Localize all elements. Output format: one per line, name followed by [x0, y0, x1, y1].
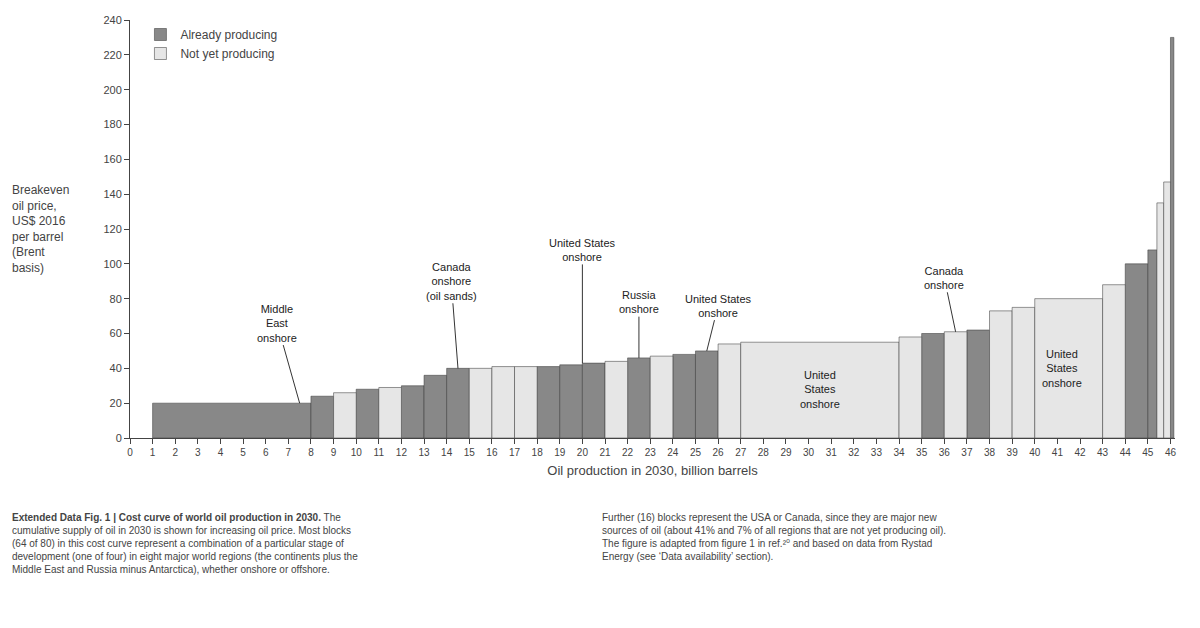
svg-text:80: 80: [110, 293, 122, 305]
svg-text:41: 41: [1052, 447, 1064, 458]
svg-text:24: 24: [667, 447, 679, 458]
svg-text:MiddleEastonshore: MiddleEastonshore: [257, 303, 297, 344]
svg-text:60: 60: [110, 327, 122, 339]
svg-text:Already producing: Already producing: [180, 28, 277, 42]
svg-text:38: 38: [984, 447, 996, 458]
svg-text:21: 21: [599, 447, 611, 458]
svg-text:10: 10: [351, 447, 363, 458]
svg-text:1: 1: [150, 447, 156, 458]
svg-text:Extended Data Fig. 1 | Cost cu: Extended Data Fig. 1 | Cost curve of wor…: [12, 512, 358, 575]
svg-text:42: 42: [1074, 447, 1086, 458]
svg-text:44: 44: [1120, 447, 1132, 458]
svg-text:37: 37: [961, 447, 973, 458]
svg-text:UnitedStatesonshore: UnitedStatesonshore: [800, 369, 840, 410]
svg-text:4: 4: [218, 447, 224, 458]
svg-text:34: 34: [893, 447, 905, 458]
svg-text:35: 35: [916, 447, 928, 458]
svg-text:17: 17: [509, 447, 521, 458]
svg-text:United Statesonshore: United Statesonshore: [685, 293, 752, 319]
svg-text:14: 14: [441, 447, 453, 458]
svg-text:5: 5: [240, 447, 246, 458]
svg-text:0: 0: [116, 432, 122, 444]
svg-text:Canadaonshore: Canadaonshore: [924, 265, 964, 291]
svg-text:3: 3: [195, 447, 201, 458]
svg-text:100: 100: [103, 258, 121, 270]
svg-text:27: 27: [735, 447, 747, 458]
svg-text:22: 22: [622, 447, 634, 458]
svg-text:120: 120: [103, 223, 121, 235]
svg-text:140: 140: [103, 188, 121, 200]
svg-text:7: 7: [286, 447, 292, 458]
svg-text:39: 39: [1007, 447, 1019, 458]
svg-text:2: 2: [172, 447, 178, 458]
svg-text:Breakevenoil price,US$ 2016per: Breakevenoil price,US$ 2016per barrel(Br…: [12, 183, 69, 275]
svg-text:46: 46: [1165, 447, 1177, 458]
svg-text:45: 45: [1142, 447, 1154, 458]
svg-text:180: 180: [103, 118, 121, 130]
svg-text:18: 18: [532, 447, 544, 458]
svg-text:26: 26: [713, 447, 725, 458]
svg-text:Oil production in 2030, billio: Oil production in 2030, billion barrels: [547, 463, 758, 478]
svg-text:15: 15: [464, 447, 476, 458]
svg-text:19: 19: [554, 447, 566, 458]
svg-text:31: 31: [826, 447, 838, 458]
svg-text:Canadaonshore(oil sands): Canadaonshore(oil sands): [426, 261, 477, 302]
svg-text:25: 25: [690, 447, 702, 458]
svg-text:United Statesonshore: United Statesonshore: [549, 237, 616, 263]
svg-text:160: 160: [103, 153, 121, 165]
svg-text:28: 28: [758, 447, 770, 458]
svg-text:43: 43: [1097, 447, 1109, 458]
svg-text:Russiaonshore: Russiaonshore: [619, 289, 659, 315]
svg-text:200: 200: [103, 84, 121, 96]
svg-text:0: 0: [127, 447, 133, 458]
svg-text:8: 8: [308, 447, 314, 458]
svg-text:20: 20: [110, 397, 122, 409]
svg-text:20: 20: [577, 447, 589, 458]
svg-text:9: 9: [331, 447, 337, 458]
svg-text:23: 23: [645, 447, 657, 458]
svg-text:33: 33: [871, 447, 883, 458]
svg-text:40: 40: [110, 362, 122, 374]
svg-text:30: 30: [803, 447, 815, 458]
svg-text:UnitedStatesonshore: UnitedStatesonshore: [1042, 348, 1082, 389]
svg-text:12: 12: [396, 447, 408, 458]
svg-text:40: 40: [1029, 447, 1041, 458]
svg-text:13: 13: [418, 447, 430, 458]
svg-text:Further (16) blocks represent: Further (16) blocks represent the USA or…: [602, 512, 946, 562]
svg-text:240: 240: [103, 14, 121, 26]
svg-text:36: 36: [939, 447, 951, 458]
svg-text:29: 29: [780, 447, 792, 458]
svg-text:32: 32: [848, 447, 860, 458]
svg-text:Not yet producing: Not yet producing: [180, 47, 274, 61]
svg-text:11: 11: [374, 447, 385, 458]
svg-text:16: 16: [486, 447, 498, 458]
svg-text:6: 6: [263, 447, 269, 458]
svg-text:220: 220: [103, 49, 121, 61]
